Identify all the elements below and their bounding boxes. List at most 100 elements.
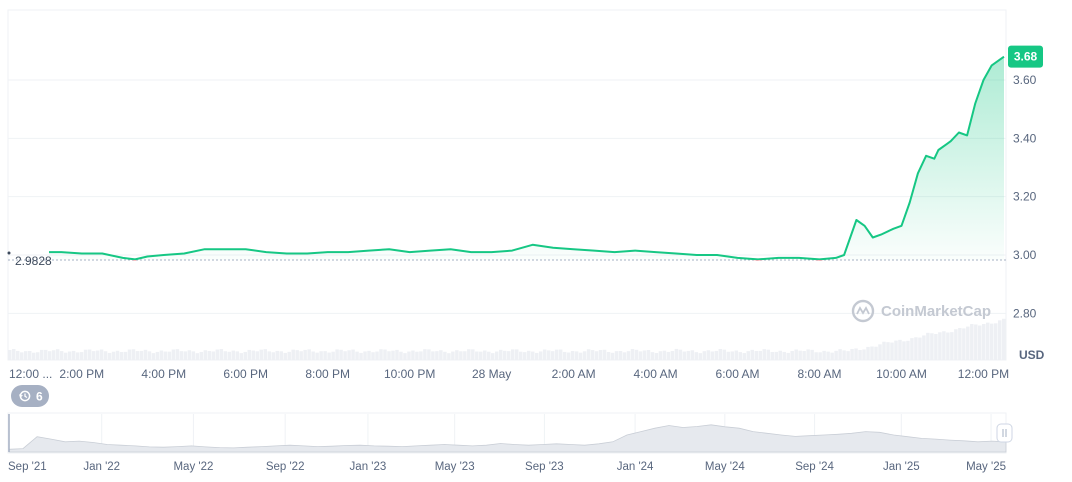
watermark: CoinMarketCap bbox=[853, 301, 991, 321]
volume-bar bbox=[295, 350, 298, 360]
volume-bar bbox=[212, 351, 215, 360]
volume-bar bbox=[124, 352, 127, 360]
volume-bar bbox=[439, 350, 442, 360]
current-price-badge: 3.68 bbox=[1008, 46, 1043, 68]
volume-bar bbox=[431, 351, 434, 360]
navigator-date-label: Jan '24 bbox=[617, 461, 654, 473]
volume-bar bbox=[479, 352, 482, 360]
volume-bar bbox=[802, 351, 805, 360]
volume-bar bbox=[503, 351, 506, 360]
volume-bar bbox=[419, 351, 422, 360]
volume-bar bbox=[84, 350, 87, 360]
volume-bar bbox=[491, 353, 494, 360]
volume-bar bbox=[846, 351, 849, 360]
price-area bbox=[49, 57, 1004, 260]
volume-bar bbox=[655, 353, 658, 360]
volume-bar bbox=[475, 352, 478, 360]
volume-bar bbox=[587, 349, 590, 360]
reference-dot bbox=[8, 252, 11, 255]
volume-bar bbox=[615, 351, 618, 360]
volume-bar bbox=[112, 352, 115, 360]
volume-bar bbox=[383, 350, 386, 360]
volume-bar bbox=[719, 349, 722, 360]
volume-bar bbox=[8, 350, 11, 360]
volume-bar bbox=[663, 351, 666, 360]
navigator-date-label: Sep '23 bbox=[525, 461, 564, 473]
volume-bar bbox=[623, 352, 626, 360]
price-area-fill bbox=[49, 57, 1004, 260]
volume-bar bbox=[739, 352, 742, 360]
volume-bar bbox=[687, 351, 690, 360]
volume-bar bbox=[519, 352, 522, 360]
volume-bar bbox=[375, 352, 378, 360]
volume-bar bbox=[451, 352, 454, 360]
volume-bar bbox=[523, 352, 526, 360]
volume-bar bbox=[184, 351, 187, 360]
volume-bar bbox=[691, 350, 694, 360]
navigator-date-label: May '25 bbox=[966, 461, 1006, 473]
volume-bar bbox=[854, 348, 857, 360]
volume-bar bbox=[890, 343, 893, 360]
volume-bar bbox=[639, 351, 642, 360]
volume-bar bbox=[978, 326, 981, 360]
volume-bar bbox=[1002, 319, 1005, 360]
volume-bar bbox=[551, 351, 554, 360]
volume-bar bbox=[950, 332, 953, 360]
volume-bar bbox=[671, 351, 674, 360]
volume-bar bbox=[180, 351, 183, 360]
volume-bar bbox=[994, 323, 997, 360]
volume-bar bbox=[415, 352, 418, 360]
volume-bar bbox=[886, 342, 889, 360]
volume-bar bbox=[838, 349, 841, 360]
navigator-date-label: May '23 bbox=[435, 461, 475, 473]
history-chip[interactable]: 6 bbox=[11, 385, 49, 407]
current-price-label: 3.68 bbox=[1014, 50, 1038, 64]
volume-bar bbox=[120, 352, 123, 360]
volume-bar bbox=[176, 349, 179, 360]
volume-bar bbox=[527, 351, 530, 360]
volume-bar bbox=[128, 350, 131, 360]
volume-bar bbox=[303, 350, 306, 360]
volume-bar bbox=[60, 351, 63, 360]
volume-bar bbox=[192, 351, 195, 360]
volume-bar bbox=[76, 352, 79, 360]
volume-bar bbox=[116, 351, 119, 360]
volume-bar bbox=[954, 329, 957, 360]
volume-bar bbox=[463, 351, 466, 360]
volume-bar bbox=[240, 353, 243, 360]
volume-bar bbox=[367, 351, 370, 360]
volume-bar bbox=[275, 351, 278, 360]
volume-bar bbox=[12, 349, 15, 360]
volume-bar bbox=[339, 350, 342, 360]
volume-bar bbox=[52, 350, 55, 360]
navigator-right-handle[interactable] bbox=[997, 424, 1012, 442]
volume-bar bbox=[407, 352, 410, 360]
volume-bar bbox=[168, 352, 171, 360]
volume-bar bbox=[790, 351, 793, 360]
x-tick-label: 4:00 PM bbox=[141, 367, 186, 381]
volume-bar bbox=[188, 350, 191, 360]
volume-bar bbox=[196, 353, 199, 360]
volume-bar bbox=[256, 351, 259, 360]
volume-bar bbox=[926, 333, 929, 360]
currency-unit-label: USD bbox=[1019, 348, 1045, 362]
volume-bar bbox=[563, 352, 566, 360]
volume-bar bbox=[631, 349, 634, 360]
volume-bar bbox=[164, 352, 167, 360]
volume-bar bbox=[132, 349, 135, 360]
volume-bar bbox=[758, 351, 761, 360]
volume-bar bbox=[751, 350, 754, 360]
volume-bar bbox=[403, 353, 406, 360]
volume-bar bbox=[399, 352, 402, 360]
volume-bar bbox=[140, 351, 143, 360]
volume-bar bbox=[842, 350, 845, 360]
volume-bar bbox=[224, 351, 227, 360]
x-tick-label: 2:00 AM bbox=[552, 367, 596, 381]
volume-bar bbox=[571, 351, 574, 360]
volume-bar bbox=[363, 351, 366, 360]
volume-bar bbox=[651, 352, 654, 360]
navigator-date-label: Sep '21 bbox=[8, 461, 47, 473]
volume-bar bbox=[172, 349, 175, 360]
